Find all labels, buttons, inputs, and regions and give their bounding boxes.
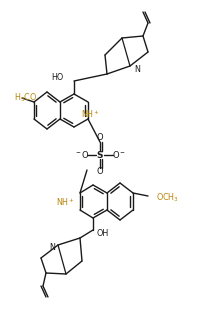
Text: NH$^+$: NH$^+$ xyxy=(81,108,101,120)
Text: OH: OH xyxy=(97,229,109,238)
Text: O: O xyxy=(97,167,103,176)
Text: $^-$O: $^-$O xyxy=(74,149,90,161)
Text: O: O xyxy=(97,134,103,143)
Text: N: N xyxy=(134,64,140,73)
Text: HO: HO xyxy=(52,73,64,82)
Text: N: N xyxy=(49,243,55,253)
Text: O$^-$: O$^-$ xyxy=(112,149,126,161)
Text: NH$^+$: NH$^+$ xyxy=(56,196,75,208)
Text: OCH$_3$: OCH$_3$ xyxy=(156,192,179,204)
Text: S: S xyxy=(97,150,103,160)
Text: H$_3$CO: H$_3$CO xyxy=(14,92,37,104)
